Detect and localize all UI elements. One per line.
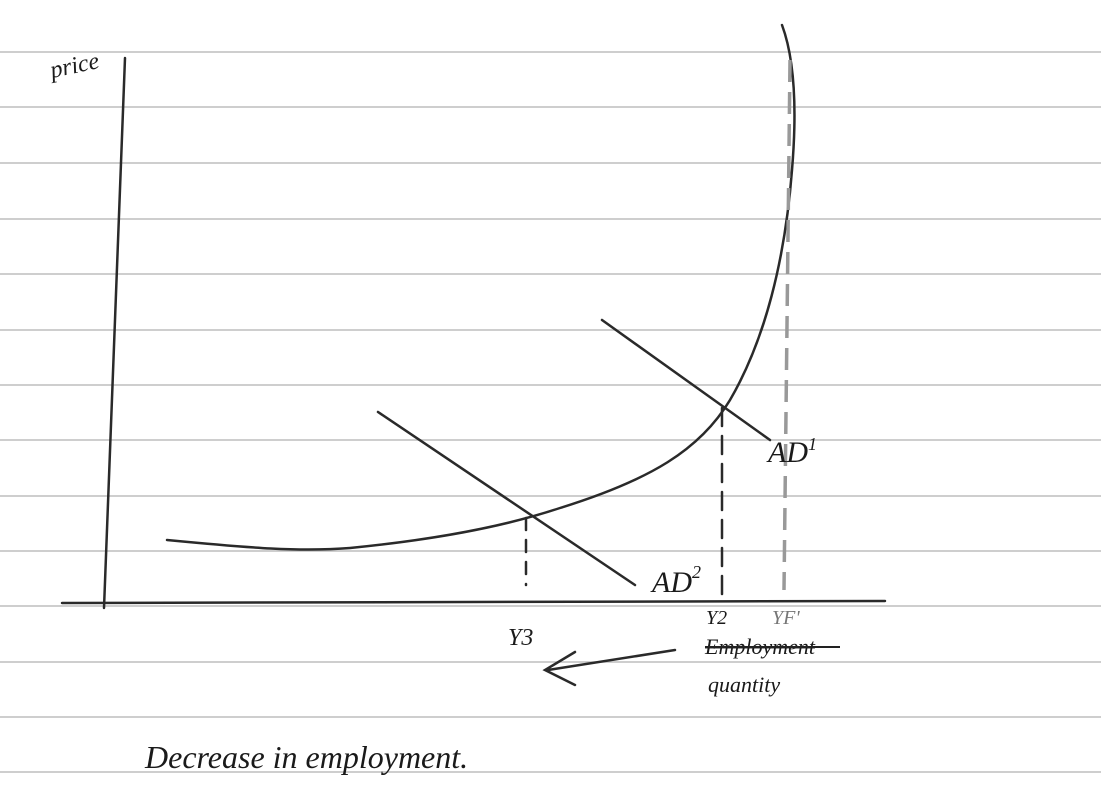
ad2-line [378, 412, 635, 585]
ad1-sup: 1 [808, 434, 817, 454]
y-axis [104, 58, 125, 608]
ruled-lines [0, 52, 1101, 772]
x-axis [62, 601, 885, 603]
supply-curve [167, 25, 795, 550]
ad2-label: AD2 [650, 562, 701, 599]
notebook-page: price AD1 AD2 Y3 Y2 YF' Employment quant… [0, 0, 1101, 785]
y3-label: Y3 [508, 625, 533, 651]
y-axis-label: price [46, 48, 102, 84]
ad1-label: AD1 [766, 434, 817, 469]
dashed-yf [784, 60, 790, 590]
x-axis-label: quantity [708, 672, 780, 697]
ad1-line [602, 320, 770, 440]
yf-label: YF' [772, 607, 800, 629]
ad2-sup: 2 [692, 562, 701, 582]
ad1-text: AD [766, 436, 808, 469]
note: Decrease in employment. [144, 739, 468, 775]
y2-label: Y2 [706, 607, 727, 629]
left-arrow [545, 650, 675, 685]
ad2-text: AD [650, 566, 692, 599]
